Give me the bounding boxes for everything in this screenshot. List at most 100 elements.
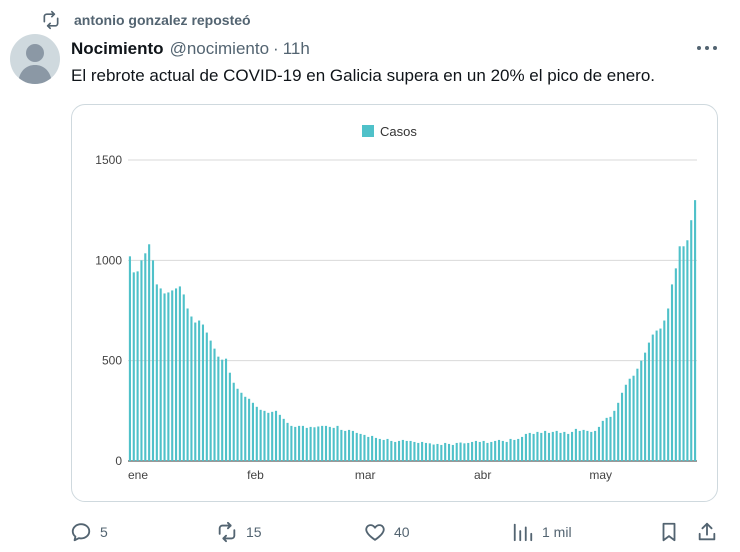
more-options-icon[interactable] (694, 38, 720, 58)
bar-61[interactable] (363, 434, 366, 461)
bar-58[interactable] (351, 430, 354, 461)
bar-78[interactable] (428, 443, 431, 461)
bar-46[interactable] (305, 427, 308, 461)
bar-88[interactable] (467, 442, 470, 461)
bar-112[interactable] (559, 432, 562, 461)
bar-146[interactable] (690, 220, 693, 461)
bar-136[interactable] (651, 334, 654, 461)
bar-69[interactable] (394, 441, 397, 461)
bar-15[interactable] (186, 308, 189, 461)
bar-48[interactable] (313, 427, 316, 461)
bar-26[interactable] (228, 372, 231, 461)
bar-30[interactable] (244, 396, 247, 461)
bar-63[interactable] (371, 435, 374, 461)
bar-36[interactable] (267, 412, 270, 461)
bar-57[interactable] (348, 429, 351, 461)
bar-144[interactable] (682, 246, 685, 461)
bar-27[interactable] (232, 382, 235, 461)
bar-77[interactable] (424, 442, 428, 461)
bar-51[interactable] (324, 425, 328, 461)
bar-17[interactable] (194, 322, 197, 461)
bar-139[interactable] (663, 320, 666, 461)
bar-7[interactable] (155, 284, 158, 461)
bar-24[interactable] (221, 359, 224, 461)
bar-42[interactable] (290, 425, 293, 461)
bar-143[interactable] (678, 246, 681, 461)
bar-105[interactable] (532, 433, 535, 461)
bar-145[interactable] (686, 240, 689, 461)
bar-75[interactable] (417, 442, 420, 461)
bar-87[interactable] (463, 443, 466, 461)
bar-52[interactable] (328, 426, 331, 461)
bar-49[interactable] (317, 426, 320, 461)
bar-34[interactable] (259, 409, 262, 461)
bar-96[interactable] (497, 439, 501, 461)
bar-107[interactable] (540, 432, 543, 461)
bar-99[interactable] (509, 438, 512, 461)
avatar[interactable] (10, 34, 60, 84)
bar-45[interactable] (301, 425, 304, 461)
bar-33[interactable] (255, 406, 258, 461)
bar-1[interactable] (132, 272, 135, 461)
bar-93[interactable] (486, 442, 489, 461)
bar-80[interactable] (436, 443, 439, 461)
legend-label[interactable]: Casos (380, 124, 417, 139)
like-button[interactable]: 40 (364, 520, 410, 544)
bar-108[interactable] (544, 430, 547, 461)
bar-3[interactable] (140, 260, 143, 461)
bar-25[interactable] (224, 358, 228, 461)
bar-89[interactable] (471, 441, 474, 461)
bar-56[interactable] (344, 430, 347, 461)
bar-76[interactable] (421, 441, 424, 461)
bar-147[interactable] (694, 200, 697, 461)
bar-68[interactable] (390, 440, 393, 461)
bar-22[interactable] (213, 348, 216, 461)
bar-54[interactable] (336, 425, 339, 461)
bar-72[interactable] (405, 440, 408, 461)
bar-62[interactable] (367, 436, 370, 461)
bar-85[interactable] (455, 442, 458, 461)
bar-79[interactable] (432, 444, 435, 461)
bar-70[interactable] (397, 440, 401, 461)
tweet-time[interactable]: 11h (282, 39, 310, 58)
bar-111[interactable] (555, 430, 558, 461)
bar-11[interactable] (171, 290, 174, 461)
bar-40[interactable] (282, 418, 285, 461)
bar-90[interactable] (474, 440, 477, 461)
bar-84[interactable] (451, 444, 454, 461)
bar-55[interactable] (340, 429, 343, 461)
bar-29[interactable] (240, 392, 243, 461)
bar-141[interactable] (670, 284, 674, 461)
bar-110[interactable] (551, 431, 554, 461)
bar-92[interactable] (482, 440, 485, 461)
bar-102[interactable] (521, 436, 524, 461)
share-button[interactable] (696, 520, 726, 544)
bar-21[interactable] (209, 340, 212, 461)
bar-86[interactable] (459, 442, 462, 461)
bar-118[interactable] (582, 429, 585, 461)
bar-19[interactable] (201, 324, 205, 461)
views-button[interactable]: 1 mil (512, 520, 572, 544)
bar-71[interactable] (401, 439, 404, 461)
bar-81[interactable] (440, 444, 443, 461)
bar-37[interactable] (271, 411, 274, 461)
bar-123[interactable] (601, 420, 604, 461)
author-handle[interactable]: @nocimiento (169, 39, 270, 58)
bar-140[interactable] (667, 308, 670, 461)
bar-5[interactable] (148, 244, 151, 461)
bar-126[interactable] (613, 410, 616, 461)
bar-129[interactable] (624, 384, 627, 461)
bar-101[interactable] (517, 438, 520, 461)
bar-130[interactable] (628, 378, 631, 461)
bar-120[interactable] (590, 431, 593, 461)
bar-131[interactable] (632, 375, 635, 461)
bar-8[interactable] (159, 288, 162, 461)
bar-14[interactable] (182, 294, 185, 461)
bar-59[interactable] (355, 432, 358, 461)
bar-124[interactable] (605, 417, 608, 461)
bar-91[interactable] (478, 441, 481, 461)
bar-64[interactable] (374, 437, 378, 461)
bar-83[interactable] (447, 443, 451, 461)
bar-9[interactable] (163, 293, 166, 461)
bar-18[interactable] (198, 320, 201, 461)
